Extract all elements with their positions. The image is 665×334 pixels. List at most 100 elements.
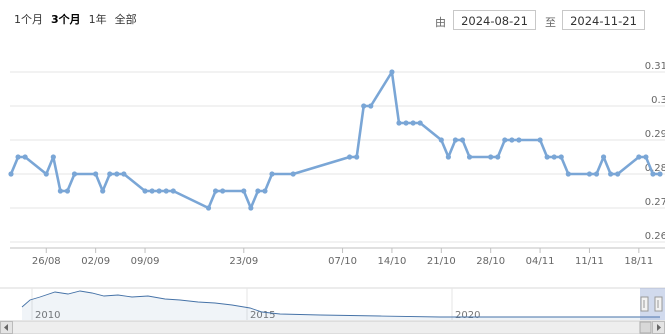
- scroll-right-arrow-icon: [657, 324, 661, 331]
- data-point: [142, 188, 148, 194]
- data-point: [657, 171, 663, 177]
- data-point: [205, 205, 212, 211]
- navigator-series: [21, 290, 660, 318]
- navigator-year-label: 2010: [35, 310, 60, 321]
- x-tick-label: 11/11: [575, 256, 604, 267]
- data-point: [643, 154, 649, 160]
- data-point: [459, 137, 466, 143]
- x-tick-label: 23/09: [229, 256, 258, 267]
- data-point: [417, 120, 423, 126]
- data-point: [509, 137, 515, 143]
- data-point: [121, 171, 127, 177]
- data-point: [149, 188, 155, 194]
- data-point: [212, 188, 219, 194]
- data-point: [50, 154, 56, 160]
- range-selector: 1个月 3个月 1年 全部: [14, 11, 145, 27]
- data-point: [114, 171, 120, 177]
- scrollbar-track[interactable]: [0, 320, 665, 334]
- data-point: [516, 137, 522, 143]
- data-point: [438, 137, 444, 143]
- data-point: [64, 188, 71, 194]
- data-point: [565, 171, 571, 177]
- data-point: [445, 154, 451, 160]
- y-tick-label: 0.26: [645, 231, 665, 242]
- data-point: [43, 171, 49, 177]
- x-tick-label: 18/11: [624, 256, 653, 267]
- y-tick-label: 0.3: [651, 95, 665, 106]
- navigator-year-label: 2020: [455, 310, 480, 321]
- x-tick-label: 28/10: [476, 256, 505, 267]
- data-point: [100, 188, 106, 194]
- data-point: [558, 154, 564, 160]
- range-all-button[interactable]: 全部: [114, 13, 137, 26]
- series-line: [8, 69, 663, 211]
- y-axis-ticks: 0.31 0.3 0.29 0.28 0.27 0.26: [645, 61, 665, 242]
- data-point: [269, 171, 275, 177]
- data-point: [156, 188, 162, 194]
- range-3m-button[interactable]: 3个月: [51, 13, 81, 26]
- y-tick-label: 0.31: [645, 61, 665, 72]
- series-path: [9, 70, 660, 210]
- data-point: [389, 69, 395, 75]
- data-point: [368, 103, 374, 109]
- data-point: [57, 188, 63, 194]
- data-point: [488, 154, 494, 160]
- data-point: [290, 171, 296, 177]
- x-tick-label: 14/10: [378, 256, 407, 267]
- data-point: [262, 188, 268, 194]
- data-point: [586, 171, 593, 177]
- data-point: [495, 154, 501, 160]
- y-tick-label: 0.28: [645, 163, 665, 174]
- data-point: [347, 154, 353, 160]
- data-point: [170, 188, 176, 194]
- data-point: [255, 188, 261, 194]
- x-tick-label: 26/08: [32, 256, 61, 267]
- data-point: [241, 188, 247, 194]
- data-point: [615, 171, 621, 177]
- x-tick-label: 02/09: [81, 256, 110, 267]
- data-point: [248, 205, 254, 211]
- data-point: [403, 120, 409, 126]
- data-point: [107, 171, 113, 177]
- data-point: [544, 154, 550, 160]
- data-point: [551, 154, 557, 160]
- data-point: [466, 154, 473, 160]
- navigator-year-label: 2015: [250, 310, 275, 321]
- x-axis-ticks: 26/08 02/09 09/09 23/09 07/10 14/10 21/10 28/10…: [32, 248, 653, 267]
- grid-lines: [10, 71, 665, 249]
- data-point: [220, 188, 226, 194]
- navigator: 2010 2015 2020: [0, 287, 665, 334]
- from-label: 由: [435, 16, 446, 29]
- data-point: [608, 171, 614, 177]
- data-point: [15, 154, 21, 160]
- range-1y-button[interactable]: 1年: [88, 13, 107, 26]
- data-point: [361, 103, 367, 109]
- to-label: 至: [545, 16, 556, 29]
- x-tick-label: 07/10: [328, 256, 357, 267]
- from-date-input[interactable]: 2024-08-21: [453, 10, 536, 30]
- data-point: [636, 154, 642, 160]
- scrollbar-thumb[interactable]: [639, 321, 652, 334]
- data-point: [502, 137, 508, 143]
- scroll-left-arrow-icon: [4, 324, 8, 331]
- y-tick-label: 0.27: [645, 197, 665, 208]
- data-point: [8, 171, 14, 177]
- range-1m-button[interactable]: 1个月: [14, 13, 43, 26]
- data-point: [410, 120, 416, 126]
- data-point: [396, 120, 402, 126]
- data-point: [650, 171, 656, 177]
- y-tick-label: 0.29: [645, 129, 665, 140]
- navigator-area: [22, 291, 660, 320]
- to-date-input[interactable]: 2024-11-21: [562, 10, 645, 30]
- data-point: [452, 137, 459, 143]
- data-point: [93, 171, 99, 177]
- data-point: [22, 154, 28, 160]
- x-tick-label: 21/10: [427, 256, 456, 267]
- x-tick-label: 09/09: [131, 256, 160, 267]
- data-point: [593, 171, 600, 177]
- data-point: [71, 171, 78, 177]
- data-point: [600, 154, 607, 160]
- data-point: [537, 137, 543, 143]
- date-range-inputs: 由 2024-08-21 至 2024-11-21: [405, 10, 665, 32]
